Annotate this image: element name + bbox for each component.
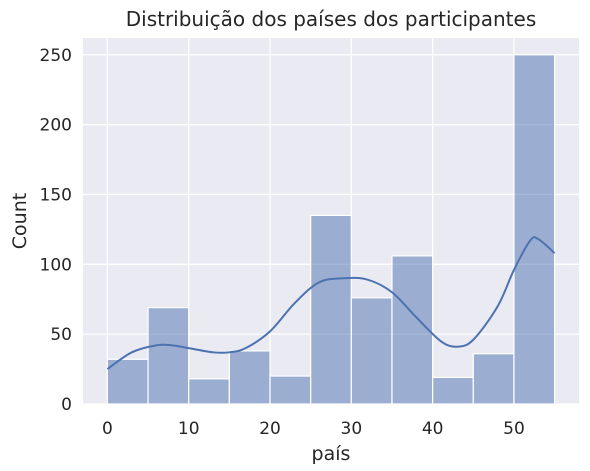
y-axis-ticks: 0 50 100 150 200 250 — [40, 46, 72, 415]
y-axis-label: Count — [9, 193, 31, 249]
chart-title: Distribuição dos países dos participante… — [126, 7, 537, 31]
x-tick-label: 40 — [422, 419, 444, 439]
y-tick-label: 250 — [40, 46, 72, 66]
y-tick-label: 50 — [50, 325, 72, 345]
histogram-bar — [269, 375, 312, 405]
x-tick-label: 30 — [341, 419, 363, 439]
y-tick-label: 100 — [40, 255, 72, 275]
histogram-bar — [147, 307, 190, 405]
x-axis-ticks: 0 10 20 30 40 50 — [102, 419, 525, 439]
histogram-bar — [310, 214, 352, 405]
histogram-bar — [472, 353, 515, 405]
x-tick-label: 10 — [178, 419, 200, 439]
x-tick-label: 50 — [503, 419, 525, 439]
histogram-bar — [188, 378, 230, 405]
histogram-bar — [350, 297, 393, 405]
y-tick-label: 0 — [61, 395, 72, 415]
y-tick-label: 200 — [40, 116, 72, 136]
histogram-bar — [228, 350, 271, 405]
histogram-bar — [513, 54, 556, 405]
histogram-bar — [106, 358, 149, 405]
x-tick-label: 0 — [102, 419, 113, 439]
x-axis-label: país — [312, 443, 351, 465]
histogram-bar — [391, 255, 434, 405]
x-tick-label: 20 — [259, 419, 281, 439]
histogram-bars — [106, 54, 556, 405]
y-tick-label: 150 — [40, 185, 72, 205]
histogram-bar — [432, 376, 474, 405]
kde-curve — [106, 236, 556, 370]
